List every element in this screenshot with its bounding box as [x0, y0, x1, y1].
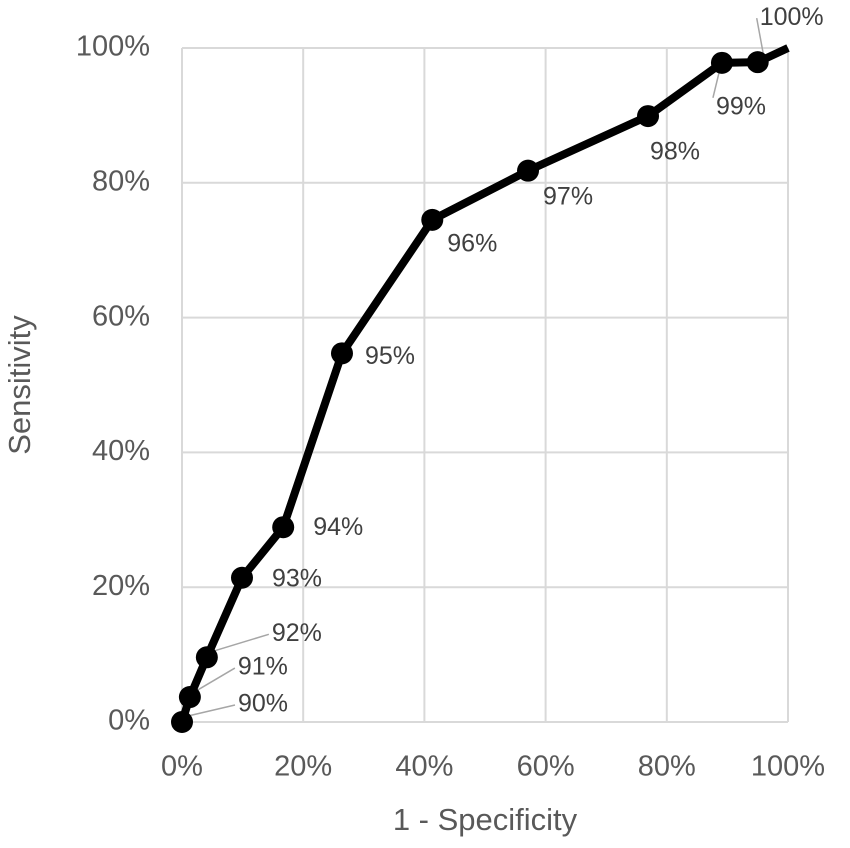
y-tick-label: 60% — [92, 300, 150, 332]
point-label: 95% — [365, 342, 415, 370]
leader-line — [712, 68, 721, 99]
x-tick-label: 80% — [638, 751, 696, 783]
leader-line — [187, 704, 236, 717]
point-label: 100% — [760, 3, 824, 31]
point-label: 93% — [272, 564, 322, 592]
point-label: 97% — [543, 182, 593, 210]
x-tick-label: 20% — [274, 751, 332, 783]
point-marker — [517, 159, 540, 182]
y-axis-title: Sensitivity — [2, 315, 37, 455]
x-tick-label: 40% — [395, 751, 453, 783]
leader-line — [755, 18, 765, 57]
point-marker — [195, 646, 218, 669]
y-tick-label: 40% — [92, 435, 150, 467]
point-marker — [637, 105, 660, 128]
point-marker — [746, 51, 769, 74]
point-marker — [272, 516, 295, 539]
y-tick-label: 20% — [92, 570, 150, 602]
point-label: 98% — [650, 138, 700, 166]
point-label: 99% — [716, 92, 766, 120]
point-label: 90% — [238, 690, 288, 718]
point-label: 96% — [447, 229, 497, 257]
leader-line — [195, 667, 236, 692]
point-label: 94% — [313, 513, 363, 541]
point-label: 91% — [238, 653, 288, 681]
x-tick-label: 100% — [751, 751, 825, 783]
point-marker — [171, 711, 193, 733]
point-marker — [710, 51, 733, 74]
point-marker — [330, 342, 353, 365]
y-tick-label: 80% — [92, 165, 150, 197]
y-tick-label: 100% — [76, 31, 150, 63]
point-marker — [178, 686, 201, 709]
x-tick-label: 0% — [161, 751, 203, 783]
x-tick-label: 60% — [517, 751, 575, 783]
point-marker — [421, 208, 444, 231]
leader-line — [212, 633, 270, 653]
point-label: 92% — [272, 619, 322, 647]
point-marker — [230, 566, 253, 589]
y-tick-label: 0% — [108, 705, 150, 737]
x-axis-title: 1 - Specificity — [393, 802, 578, 837]
